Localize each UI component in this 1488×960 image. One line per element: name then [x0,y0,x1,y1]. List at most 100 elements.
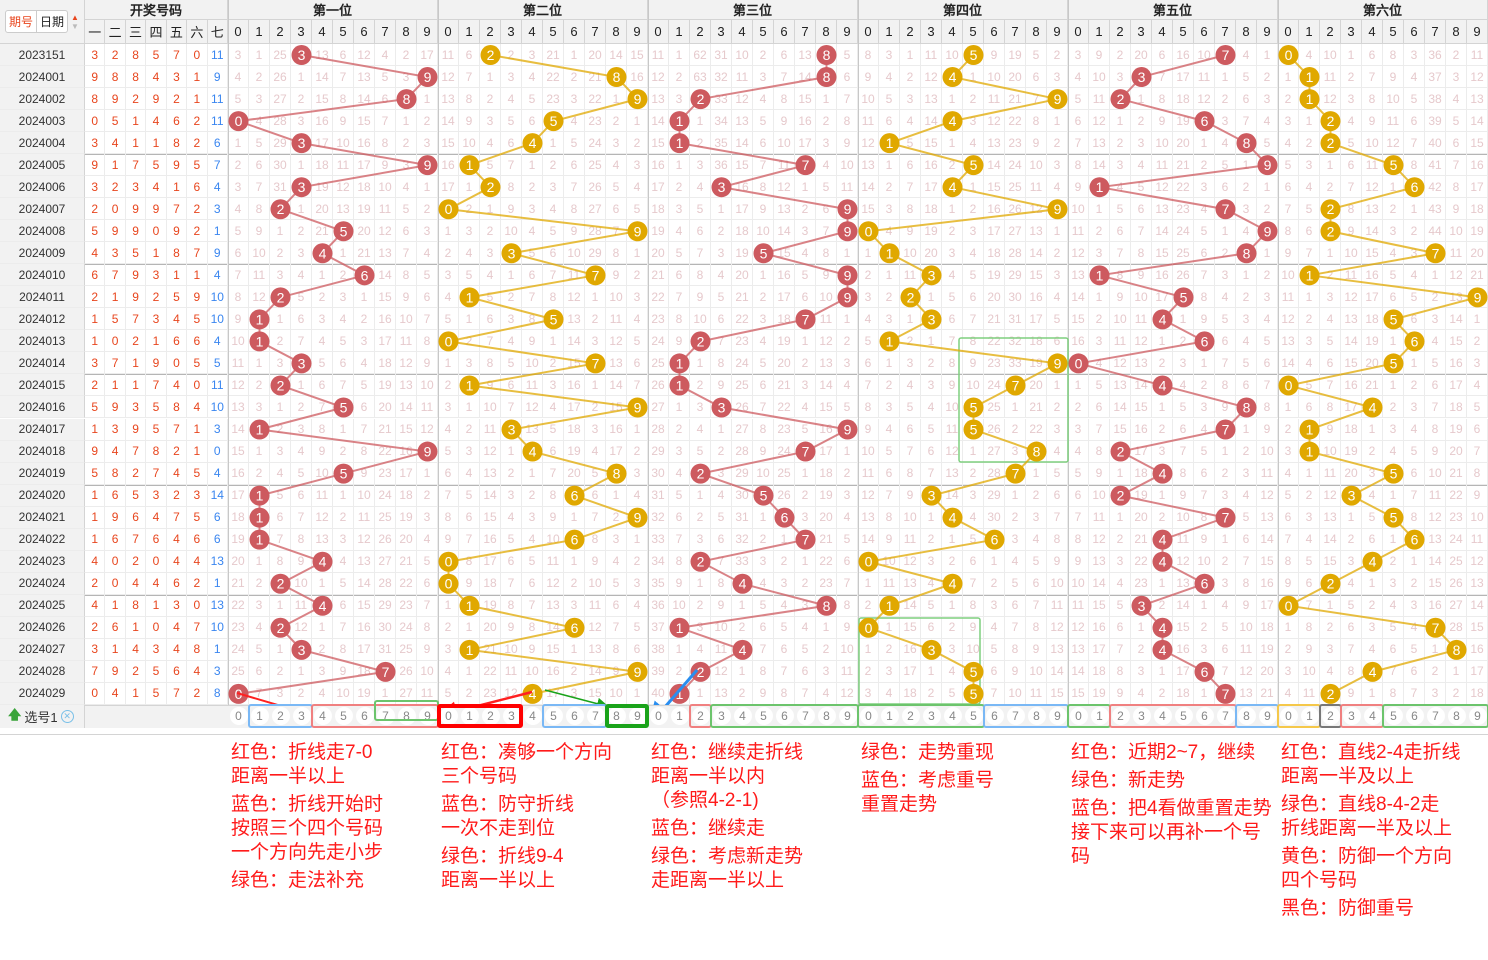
omission-cell: 6 [1362,528,1383,551]
omission-cell: 4 [1383,242,1404,265]
pick-digit-button[interactable]: 2 [481,707,500,725]
omission-cell: 2 [1005,418,1026,441]
omission-cell: 8 [1278,220,1299,243]
hit-cell [249,528,270,551]
pick-digit-button[interactable]: 3 [1132,707,1151,725]
pick-set-tab[interactable]: 🡅 选号1 ✕ [0,705,85,728]
pick-digit-button[interactable]: 0 [649,707,668,725]
pick-digit-button[interactable]: 3 [1342,707,1361,725]
omission-cell: 8 [753,660,774,683]
pick-digit-button[interactable]: 5 [1174,707,1193,725]
omission-cell: 19 [732,242,753,265]
pick-digit-button[interactable]: 7 [1006,707,1025,725]
pick-digit-button[interactable]: 0 [1069,707,1088,725]
omission-cell: 3 [1467,352,1488,375]
pick-digit-button[interactable]: 6 [1405,707,1424,725]
omission-cell: 4 [1047,286,1068,309]
pick-digit-button[interactable]: 6 [355,707,374,725]
pick-digit-button[interactable]: 8 [607,707,626,725]
pick-digit-button[interactable]: 6 [1195,707,1214,725]
pick-digit-button[interactable]: 6 [985,707,1004,725]
omission-cell: 3 [753,308,774,331]
pick-digit-button[interactable]: 1 [880,707,899,725]
pick-digit-button[interactable]: 4 [943,707,962,725]
omission-cell: 13 [522,418,543,441]
close-icon[interactable]: ✕ [60,710,74,723]
pick-digit-button[interactable]: 5 [754,707,773,725]
pick-digit-button[interactable]: 4 [1363,707,1382,725]
draw-number-cell: 4 [85,550,106,573]
omission-cell: 15 [774,242,795,265]
pick-digit-button[interactable]: 8 [817,707,836,725]
pick-digit-button[interactable]: 7 [586,707,605,725]
pick-digit-button[interactable]: 5 [544,707,563,725]
sort-toggle[interactable]: ▲ ▼ [71,13,79,31]
pick-digit-button[interactable]: 2 [1321,707,1340,725]
omission-cell: 15 [1152,242,1173,265]
pick-digit-button[interactable]: 6 [775,707,794,725]
pick-digit-button[interactable]: 5 [334,707,353,725]
pick-digit-button[interactable]: 2 [1111,707,1130,725]
omission-cell: 2 [1236,286,1257,309]
pick-digit-button[interactable]: 3 [292,707,311,725]
draw-number-cell: 1 [125,682,147,705]
pick-digit-button[interactable]: 8 [1237,707,1256,725]
pick-digit-button[interactable]: 1 [460,707,479,725]
pick-digit-button[interactable]: 7 [1426,707,1445,725]
pick-digit-button[interactable]: 9 [1258,707,1277,725]
sort-by-date-button[interactable]: 日期 [37,10,69,33]
draw-number-cell: 1 [85,506,106,529]
pick-digit-button[interactable]: 5 [964,707,983,725]
pick-digit-button[interactable]: 0 [1279,707,1298,725]
omission-cell: 12 [1110,352,1131,375]
omission-cell: 6 [1068,484,1089,507]
pick-digit-button[interactable]: 2 [271,707,290,725]
pick-digit-button[interactable]: 6 [565,707,584,725]
pick-digit-button[interactable]: 1 [1300,707,1319,725]
omission-cell: 10 [522,660,543,683]
pick-digit-button[interactable]: 3 [502,707,521,725]
omission-cell: 3 [249,88,270,111]
pick-digit-button[interactable]: 9 [838,707,857,725]
omission-cell: 12 [1362,176,1383,199]
omission-cell: 12 [1089,110,1110,133]
pick-digit-button[interactable]: 0 [439,707,458,725]
pick-digit-button[interactable]: 7 [796,707,815,725]
pick-digit-button[interactable]: 1 [670,707,689,725]
omission-cell: 4 [606,550,627,573]
pick-digit-button[interactable]: 5 [1384,707,1403,725]
omission-cell: 14 [354,88,375,111]
omission-cell: 3 [396,154,417,177]
omission-cell: 19 [354,198,375,221]
pick-digit-button[interactable]: 9 [1048,707,1067,725]
pick-set-label: 选号1 [24,710,58,725]
pick-digit-button[interactable]: 3 [922,707,941,725]
pick-digit-button[interactable]: 0 [229,707,248,725]
pick-digit-button[interactable]: 0 [859,707,878,725]
digit-col-header: 4 [1362,20,1383,44]
pick-digit-button[interactable]: 4 [313,707,332,725]
pick-digit-button[interactable]: 4 [1153,707,1172,725]
draw-number-cell: 6 [187,330,208,353]
omission-cell: 6 [1215,330,1236,353]
pick-digit-button[interactable]: 8 [1447,707,1466,725]
pick-digit-button[interactable]: 2 [691,707,710,725]
pick-digit-button[interactable]: 8 [1027,707,1046,725]
pick-digit-button[interactable]: 1 [250,707,269,725]
pick-digit-button[interactable]: 1 [1090,707,1109,725]
pick-digit-button[interactable]: 4 [523,707,542,725]
omission-cell: 1 [690,352,711,375]
digit-col-header: 3 [1341,20,1362,44]
draw-number-cell: 3 [125,176,147,199]
pick-digit-button[interactable]: 7 [1216,707,1235,725]
pick-digit-button[interactable]: 4 [733,707,752,725]
omission-cell: 6 [228,242,249,265]
pick-digit-button[interactable]: 9 [1468,707,1487,725]
sort-by-period-button[interactable]: 期号 [5,10,38,33]
pick-digit-button[interactable]: 3 [712,707,731,725]
pick-digit-button[interactable]: 9 [628,707,647,725]
pick-digit-button[interactable]: 2 [901,707,920,725]
omission-cell: 1 [690,110,711,133]
omission-cell: 17 [312,132,333,155]
draw-number-cell: 3 [207,198,228,221]
